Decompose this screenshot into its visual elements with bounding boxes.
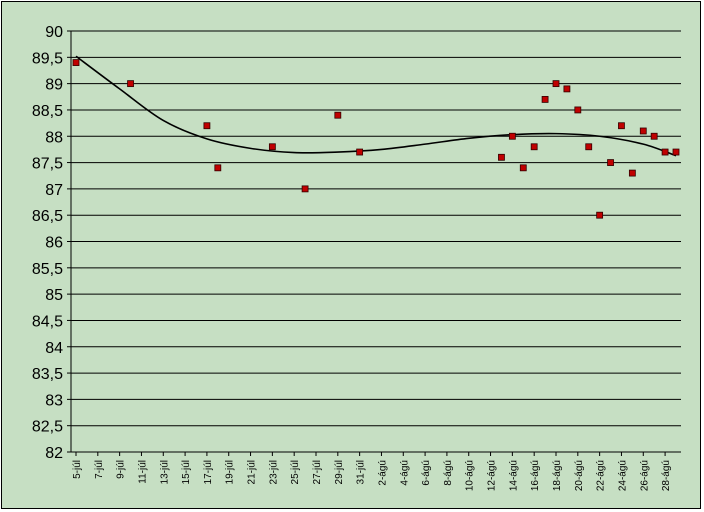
x-tick-label: 10-ágú xyxy=(465,460,476,491)
x-axis-tick-labels: 5-júl 7-júl 9-júl 11-júl 13-júl 15-júl 17-júl 1… xyxy=(72,460,672,491)
data-point xyxy=(268,143,276,151)
y-tick-label: 87,5 xyxy=(32,156,63,173)
data-point xyxy=(585,143,593,151)
x-tick-label: 9-júl xyxy=(116,460,127,479)
x-tick-label: 11-júl xyxy=(137,460,148,484)
y-tick-label: 83 xyxy=(45,392,63,409)
x-tick-label: 5-júl xyxy=(72,460,83,479)
x-tick-label: 16-ágú xyxy=(530,460,541,491)
x-tick-label: 28-ágú xyxy=(661,460,672,491)
data-point xyxy=(672,148,680,156)
data-points xyxy=(72,59,680,219)
data-point xyxy=(127,80,134,88)
data-point xyxy=(574,106,582,114)
data-point xyxy=(334,111,342,119)
y-tick-label: 84 xyxy=(45,340,63,357)
y-tick-label: 84,5 xyxy=(32,313,63,330)
data-point xyxy=(563,85,571,93)
y-tick-label: 82 xyxy=(45,445,63,462)
x-tick-label: 21-júl xyxy=(247,460,258,484)
x-tick-label: 19-júl xyxy=(225,460,236,484)
data-point xyxy=(356,148,364,156)
axes xyxy=(67,30,681,456)
data-point xyxy=(519,164,527,172)
y-tick-label: 89 xyxy=(45,77,63,94)
x-tick-label: 12-ágú xyxy=(487,460,498,491)
y-tick-label: 85,5 xyxy=(32,261,63,278)
data-point xyxy=(639,127,647,135)
y-tick-label: 89,5 xyxy=(32,50,63,67)
x-tick-label: 26-ágú xyxy=(639,460,650,491)
y-tick-label: 85 xyxy=(45,287,63,304)
x-tick-label: 27-júl xyxy=(312,460,323,484)
data-point xyxy=(530,143,538,151)
y-tick-label: 82,5 xyxy=(32,419,63,436)
data-point xyxy=(596,211,604,219)
y-tick-label: 86,5 xyxy=(32,208,63,225)
x-tick-label: 20-ágú xyxy=(574,460,585,491)
gridlines xyxy=(71,30,681,453)
x-tick-label: 7-júl xyxy=(94,460,105,479)
data-point xyxy=(661,148,669,156)
x-tick-label: 18-ágú xyxy=(552,460,563,491)
y-tick-label: 88,5 xyxy=(32,103,63,120)
data-point xyxy=(498,153,505,161)
x-tick-label: 6-ágú xyxy=(421,460,432,486)
data-point xyxy=(301,185,309,193)
y-tick-label: 87 xyxy=(45,182,63,199)
y-tick-label: 88 xyxy=(45,129,63,146)
x-tick-label: 24-ágú xyxy=(617,460,628,491)
data-point xyxy=(508,132,516,140)
y-axis-tick-labels: 82 82,5 83 83,5 84 84,5 85 85,5 86 86,5 87 87,5 88 88… xyxy=(32,24,63,462)
x-tick-label: 29-júl xyxy=(334,460,345,484)
data-point xyxy=(650,132,658,140)
x-tick-label: 25-júl xyxy=(290,460,301,484)
data-point xyxy=(541,96,549,103)
data-point xyxy=(214,164,222,172)
x-tick-label: 22-ágú xyxy=(596,460,607,491)
data-point xyxy=(618,122,625,130)
x-tick-label: 23-júl xyxy=(268,460,279,484)
x-tick-label: 2-ágú xyxy=(377,460,388,486)
trendline xyxy=(75,55,677,157)
data-point xyxy=(628,169,636,177)
data-point xyxy=(72,59,80,66)
x-tick-label: 4-ágú xyxy=(399,460,410,486)
y-tick-label: 83,5 xyxy=(32,366,63,383)
x-tick-label: 31-júl xyxy=(356,460,367,484)
x-tick-label: 14-ágú xyxy=(508,460,519,491)
y-tick-label: 86 xyxy=(45,235,63,252)
x-tick-label: 13-júl xyxy=(159,460,170,484)
data-point xyxy=(203,122,211,130)
data-point xyxy=(607,159,614,166)
x-tick-label: 8-ágú xyxy=(443,460,454,486)
x-tick-label: 15-júl xyxy=(181,460,192,484)
data-point xyxy=(552,80,560,88)
x-tick-label: 17-júl xyxy=(203,460,214,484)
y-tick-label: 90 xyxy=(45,24,63,41)
